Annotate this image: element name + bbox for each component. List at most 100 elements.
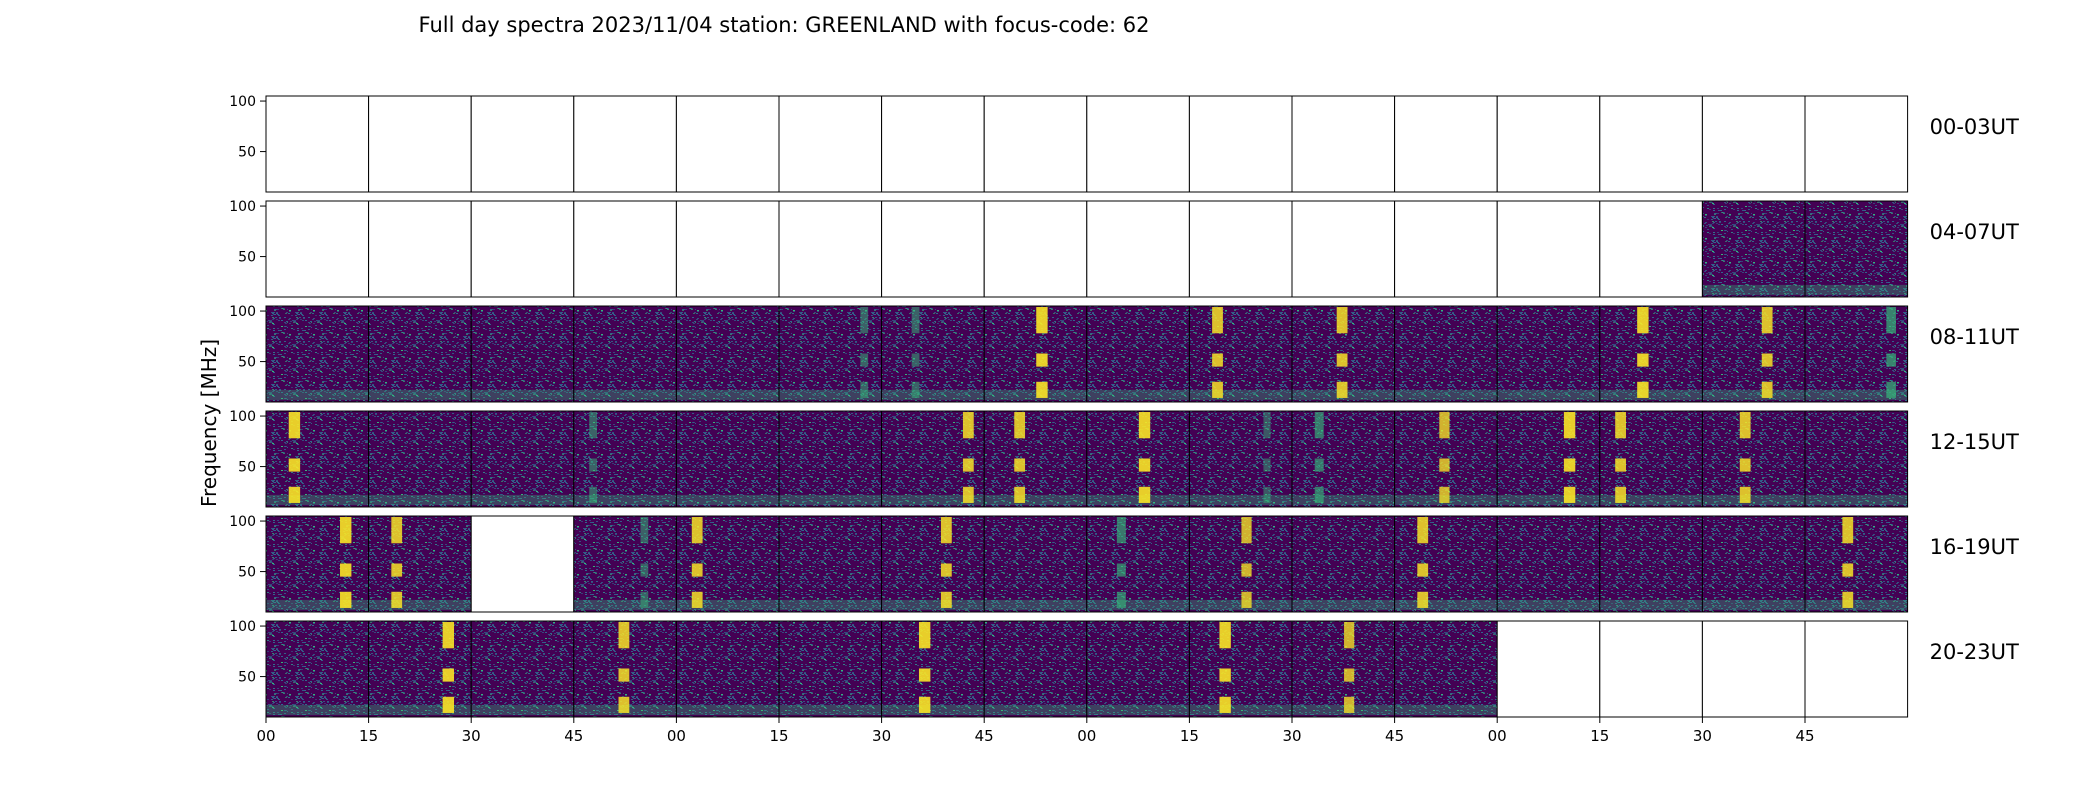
- spectrum-panel: [1496, 410, 1601, 508]
- spectrum-panel: [573, 305, 677, 403]
- spectrum-panel: [1701, 515, 1806, 613]
- spectrum-image: [1086, 621, 1190, 717]
- spectrum-panel: [675, 305, 780, 403]
- rfi-band: [779, 389, 882, 400]
- x-tick-label: 45: [1385, 727, 1404, 745]
- spectrum-panel: [573, 410, 677, 508]
- rfi-band: [779, 494, 882, 505]
- radio-burst: [1263, 458, 1271, 472]
- spectrum-panel: [1496, 95, 1601, 193]
- radio-burst: [1563, 412, 1576, 439]
- y-tick-label: 100: [229, 514, 256, 530]
- spectrum-panel: [470, 515, 575, 613]
- radio-burst: [1842, 591, 1854, 608]
- radio-burst: [918, 696, 931, 713]
- spectrum-panel: [675, 95, 780, 193]
- empty-panel: [676, 201, 779, 297]
- radio-burst: [1417, 517, 1429, 544]
- empty-panel: [1086, 96, 1190, 192]
- spectrum-panel: [573, 515, 677, 613]
- empty-panel: [266, 96, 369, 192]
- rfi-band: [1086, 704, 1190, 715]
- spectrum-panel: [1394, 410, 1498, 508]
- empty-panel: [573, 201, 677, 297]
- spectrum-image: [1086, 411, 1190, 507]
- spectrum-panel: [675, 200, 780, 298]
- rfi-band: [1086, 599, 1190, 610]
- spectrum-panel: [1701, 305, 1806, 403]
- spectrum-image: [471, 306, 574, 402]
- radio-burst: [1344, 696, 1355, 713]
- rfi-band: [368, 599, 472, 610]
- radio-burst: [1219, 696, 1231, 713]
- radio-burst: [1637, 353, 1649, 367]
- rfi-band: [881, 494, 985, 505]
- spectrum-panel: [1394, 95, 1498, 193]
- radio-burst: [1615, 486, 1626, 503]
- spectrum-image: [1702, 516, 1805, 612]
- spectrum-panel: [778, 305, 883, 403]
- spectrum-panel: [368, 515, 472, 613]
- rfi-band: [1292, 494, 1395, 505]
- radio-burst: [1439, 486, 1450, 503]
- spectrum-panel: [1188, 95, 1293, 193]
- spectrum-image: [1292, 516, 1395, 612]
- spectrum-panel: [1599, 95, 1703, 193]
- empty-panel: [779, 96, 882, 192]
- rfi-band: [266, 494, 369, 505]
- radio-burst: [1116, 563, 1126, 577]
- y-tick-label: 50: [238, 670, 256, 686]
- spectrum-panel: [1291, 95, 1396, 193]
- empty-panel: [1394, 96, 1498, 192]
- radio-burst: [1241, 517, 1252, 544]
- radio-burst: [1036, 353, 1048, 367]
- spectrum-image: [1805, 201, 1908, 297]
- radio-burst: [589, 486, 597, 503]
- x-tick-label: 45: [975, 727, 994, 745]
- x-tick-label: 30: [462, 727, 481, 745]
- spectrum-panel: [1086, 200, 1190, 298]
- radio-burst: [1761, 381, 1773, 398]
- rfi-band: [984, 389, 1087, 400]
- radio-burst: [1344, 668, 1355, 682]
- spectrum-image: [1292, 411, 1395, 507]
- rfi-band: [1805, 599, 1908, 610]
- spectrum-panel: [778, 410, 883, 508]
- spectrum-image: [1805, 411, 1908, 507]
- radio-burst: [911, 381, 920, 398]
- radio-burst: [691, 591, 703, 608]
- spectrum-panel: [778, 515, 883, 613]
- spectrum-panel: [470, 305, 575, 403]
- radio-burst: [940, 591, 952, 608]
- panel-border: [1804, 305, 1909, 403]
- rfi-band: [881, 704, 985, 715]
- spectrum-panel: [1599, 410, 1703, 508]
- radio-burst: [962, 412, 974, 439]
- radio-burst: [691, 517, 703, 544]
- radio-burst: [1241, 563, 1252, 577]
- radio-burst: [1116, 517, 1126, 544]
- rfi-band: [1805, 494, 1908, 505]
- spectrum-panel: [1291, 620, 1396, 718]
- rfi-band: [1086, 494, 1190, 505]
- radio-burst: [691, 563, 703, 577]
- spectrum-panel: [1086, 305, 1190, 403]
- radio-burst: [1014, 486, 1026, 503]
- radio-burst: [640, 517, 649, 544]
- spectrum-panel: [1496, 305, 1601, 403]
- y-tick-label: 100: [229, 619, 256, 635]
- spectrum-panel: [368, 620, 472, 718]
- radio-burst: [618, 622, 630, 649]
- empty-panel: [1086, 201, 1190, 297]
- rfi-band: [676, 599, 779, 610]
- x-tick-label: 30: [1282, 727, 1301, 745]
- rfi-band: [368, 389, 472, 400]
- radio-burst: [1563, 486, 1576, 503]
- spectrum-image: [1292, 621, 1395, 717]
- rfi-band: [1292, 704, 1395, 715]
- spectrum-panel: [1291, 305, 1396, 403]
- rfi-band: [266, 599, 369, 610]
- spectrum-panel: [1188, 620, 1293, 718]
- panel-border: [1804, 200, 1909, 298]
- radio-burst: [1036, 307, 1048, 334]
